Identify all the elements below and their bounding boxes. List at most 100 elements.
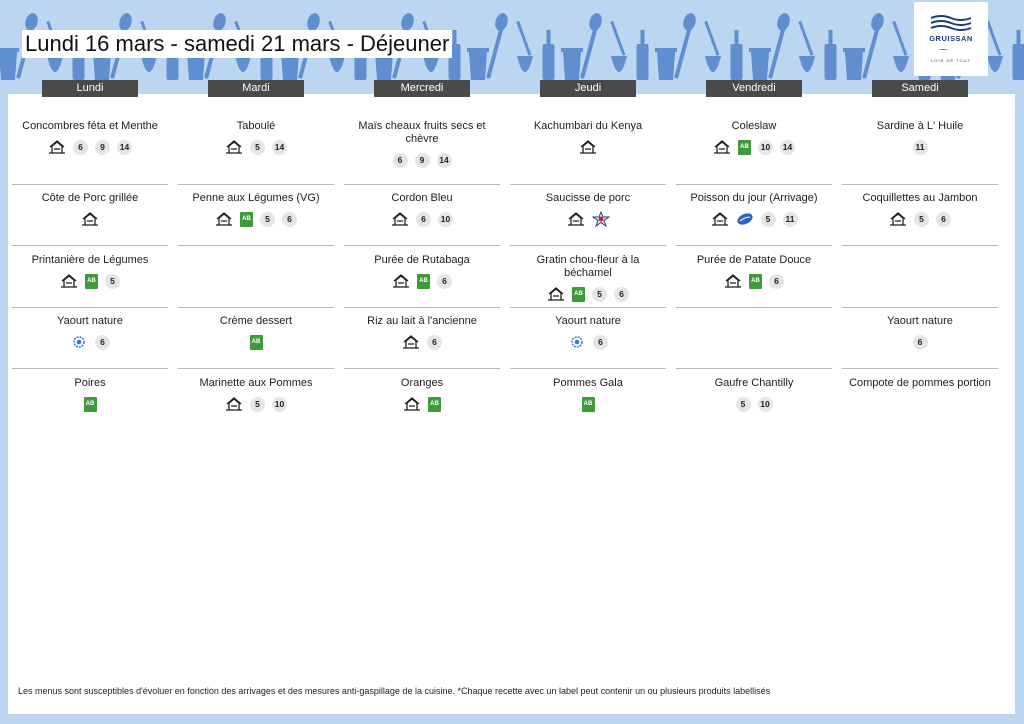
label-icons-row: 6 (842, 333, 998, 351)
row-separator (842, 184, 998, 185)
label-icons-row: 11 (842, 138, 998, 156)
dish-name: Maïs cheaux fruits secs et chèvre (358, 120, 486, 145)
fait-maison-icon (215, 211, 233, 227)
page-title: Lundi 16 mars - samedi 21 mars - Déjeune… (22, 30, 453, 58)
allergen-badge: 6 (936, 211, 951, 227)
dish-name: Oranges (400, 377, 444, 389)
row-separator (676, 184, 832, 185)
label-icons-row: 5 10 (178, 395, 334, 413)
allergen-badge: 6 (392, 152, 408, 168)
dish-name: Coquillettes au Jambon (862, 192, 978, 204)
row-separator (676, 307, 832, 308)
dish-name: Coleslaw (731, 120, 777, 132)
dish-name: Purée de Patate Douce (696, 254, 812, 266)
allergen-badge: 10 (758, 139, 773, 155)
fait-maison-icon (391, 211, 409, 227)
allergen-badge: 10 (757, 396, 773, 412)
dish-name: Pommes Gala (553, 377, 623, 389)
allergen-badge: 6 (614, 286, 629, 302)
menu-item: Marinette aux Pommes 5 10 (178, 377, 334, 413)
label-icons-row: AB (510, 395, 666, 413)
bio-icon: AB (581, 396, 595, 412)
dish-name: Cordon Bleu (391, 192, 453, 204)
label-icons-row: AB 5 6 (510, 285, 666, 303)
fait-maison-icon (711, 211, 729, 227)
label-icons-row: 6 10 (344, 210, 500, 228)
menu-item: Sardine à L' Huile 11 (842, 120, 998, 156)
fait-maison-icon (225, 396, 243, 412)
allergen-badge: 6 (912, 334, 928, 350)
logo-subtext: LOIN DE TOUT (931, 58, 971, 63)
row-separator (842, 368, 998, 369)
day-header-lundi: Lundi (42, 80, 138, 97)
label-icons-row (510, 138, 666, 156)
menu-item: Gaufre Chantilly 5 10 (676, 377, 832, 413)
row-separator (842, 245, 998, 246)
fait-maison-icon (81, 211, 99, 227)
logo-text: GRUISSAN (929, 34, 973, 43)
allergen-badge: 6 (282, 211, 297, 227)
menu-item: Coquillettes au Jambon 5 6 (842, 192, 998, 228)
label-icons-row: 6 (344, 333, 500, 351)
label-icons-row: AB (12, 395, 168, 413)
day-header-jeudi: Jeudi (540, 80, 636, 97)
allergen-badge: 14 (272, 139, 287, 155)
dish-name: Yaourt nature (887, 315, 953, 327)
row-separator (178, 307, 334, 308)
porc-francais-icon (591, 211, 610, 227)
label-icons-row: AB 6 (344, 272, 500, 290)
allergen-badge: 5 (250, 396, 265, 412)
fait-maison-icon (547, 286, 565, 302)
row-separator (12, 307, 168, 308)
peche-durable-icon (736, 211, 754, 227)
fait-maison-icon (402, 334, 420, 350)
menu-panel: Lundi Concombres féta et Menthe 6 9 14 Côte d… (8, 80, 1015, 714)
fait-maison-icon (403, 396, 421, 412)
menu-item: Yaourt nature 6 (12, 315, 168, 351)
allergen-badge: 10 (272, 396, 287, 412)
bio-icon: AB (572, 286, 585, 302)
dish-name: Crème dessert (219, 315, 293, 327)
dish-name: Poisson du jour (Arrivage) (690, 192, 818, 204)
bio-icon: AB (83, 396, 97, 412)
label-icons-row: AB (344, 395, 500, 413)
allergen-badge: 6 (593, 334, 608, 350)
dish-name: Kachumbari du Kenya (533, 120, 643, 132)
footer-note: Les menus sont susceptibles d'évoluer en… (18, 686, 771, 696)
dish-name: Gratin chou-fleur à la béchamel (536, 254, 640, 279)
allergen-badge: 6 (427, 334, 442, 350)
row-separator (510, 368, 666, 369)
label-icons-row: AB (178, 333, 334, 351)
fait-maison-icon (889, 211, 907, 227)
allergen-badge: 9 (414, 152, 430, 168)
allergen-badge: 5 (260, 211, 275, 227)
label-icons-row (12, 210, 168, 228)
menu-item: Compote de pommes portion (842, 377, 998, 390)
allergen-badge: 11 (912, 139, 928, 155)
allergen-badge: 6 (73, 139, 88, 155)
allergen-badge: 14 (780, 139, 795, 155)
menu-item: Oranges AB (344, 377, 500, 413)
bio-icon: AB (738, 139, 751, 155)
label-icons-row: 6 9 14 (12, 138, 168, 156)
label-qualite-icon (70, 334, 88, 350)
menu-item: Printanière de Légumes AB 5 (12, 254, 168, 290)
row-separator (344, 245, 500, 246)
label-icons-row: 5 11 (676, 210, 832, 228)
menu-item: Kachumbari du Kenya (510, 120, 666, 156)
allergen-badge: 5 (914, 211, 929, 227)
row-separator (178, 245, 334, 246)
menu-item: Yaourt nature 6 (510, 315, 666, 351)
dish-name: Printanière de Légumes (31, 254, 149, 266)
bio-icon: AB (749, 273, 762, 289)
dish-name: Penne aux Légumes (VG) (192, 192, 320, 204)
fait-maison-icon (579, 139, 597, 155)
menu-item: Coleslaw AB 10 14 (676, 120, 832, 156)
dish-name: Côte de Porc grillée (41, 192, 139, 204)
allergen-badge: 6 (416, 211, 431, 227)
dish-name: Marinette aux Pommes (199, 377, 313, 389)
label-icons-row: AB 10 14 (676, 138, 832, 156)
gruissan-logo: GRUISSAN LOIN DE TOUT (914, 2, 988, 76)
label-icons-row: 6 (510, 333, 666, 351)
